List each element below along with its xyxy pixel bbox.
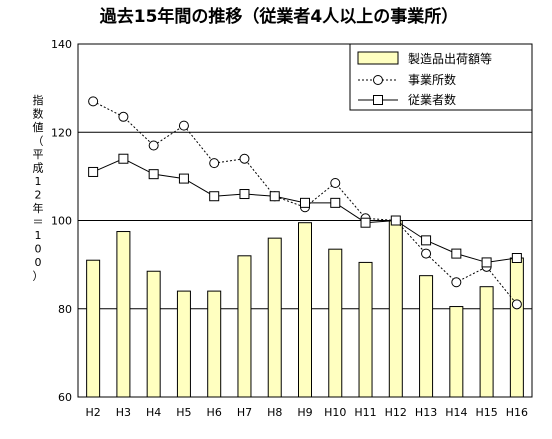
establishments-point (118, 111, 129, 122)
bar (207, 290, 222, 398)
legend: 製造品出荷額等 事業所数 従業者数 (349, 43, 533, 111)
x-tick-label: H9 (297, 406, 312, 419)
establishments-point (148, 140, 159, 151)
bar (116, 231, 131, 398)
x-axis-ticks: H2 H3 H4 H5 H6 H7 H8 H9 H10 H11 H12 H13 H14 H15 H16 (85, 406, 528, 419)
employees-point (239, 189, 250, 200)
bar (509, 257, 524, 398)
employees-point (88, 166, 99, 177)
legend-label-employees: 従業者数 (408, 92, 456, 107)
y-tick-label: 120 (51, 126, 72, 139)
x-tick-label: H2 (85, 406, 100, 419)
bar (358, 261, 373, 398)
legend-swatch-bars (357, 51, 399, 65)
establishments-point (330, 177, 341, 188)
y-tick-label: 100 (51, 215, 72, 228)
employees-point (481, 257, 492, 268)
legend-label-establishments: 事業所数 (408, 72, 456, 87)
employees-point (118, 153, 129, 164)
x-tick-label: H4 (146, 406, 161, 419)
bar (176, 290, 191, 398)
y-tick-label: 140 (51, 38, 72, 51)
y-axis-ticks: 60 80 100 120 140 (51, 38, 72, 404)
establishments-point (178, 120, 189, 131)
x-tick-label: H14 (445, 406, 467, 419)
x-tick-label: H8 (267, 406, 282, 419)
employees-point (390, 215, 401, 226)
y-axis-label: 指数値（平成 1 2 年＝ 1 0 0） (33, 93, 44, 283)
employees-point (421, 235, 432, 246)
establishments-point (88, 96, 99, 107)
y-tick-label: 80 (58, 303, 72, 316)
employees-point (209, 191, 220, 202)
bar (388, 220, 403, 398)
plot-border (77, 43, 533, 398)
bar (449, 306, 464, 398)
legend-label-bars: 製造品出荷額等 (408, 52, 492, 66)
bar (419, 275, 434, 398)
y-axis-label-text: 指数値（平成 1 2 年＝ 1 0 0） (33, 93, 44, 283)
x-tick-label: H7 (237, 406, 252, 419)
x-tick-label: H10 (324, 406, 346, 419)
bar (298, 222, 312, 398)
chart-title: 過去15年間の推移（従業者4人以上の事業所） (100, 6, 459, 27)
x-tick-label: H3 (116, 406, 131, 419)
legend-square-marker (373, 95, 383, 105)
employees-point (269, 191, 280, 202)
bar (146, 270, 161, 398)
establishments-point (511, 299, 522, 310)
employees-point (451, 248, 462, 259)
line-series (88, 96, 522, 310)
employees-point (360, 217, 371, 228)
employees-point (300, 197, 310, 208)
employees-point (148, 169, 159, 180)
bar (328, 248, 343, 398)
establishments-point (421, 248, 432, 259)
bar-series (86, 220, 524, 398)
x-tick-label: H12 (385, 406, 407, 419)
x-tick-label: H6 (207, 406, 222, 419)
x-tick-label: H15 (475, 406, 497, 419)
bar (479, 286, 494, 398)
employees-point (511, 253, 522, 264)
establishments-point (209, 158, 220, 169)
x-tick-label: H16 (506, 406, 528, 419)
x-tick-label: H5 (176, 406, 191, 419)
bar (86, 259, 101, 398)
plot-frame (77, 43, 533, 398)
establishments-point (239, 153, 250, 164)
bar (267, 237, 282, 398)
legend-circle-marker (373, 75, 383, 85)
x-tick-label: H11 (354, 406, 376, 419)
establishments-point (451, 277, 462, 288)
employees-point (178, 173, 189, 184)
bar (237, 255, 252, 398)
employees-point (330, 197, 341, 208)
y-tick-label: 60 (58, 391, 72, 404)
x-tick-label: H13 (415, 406, 437, 419)
